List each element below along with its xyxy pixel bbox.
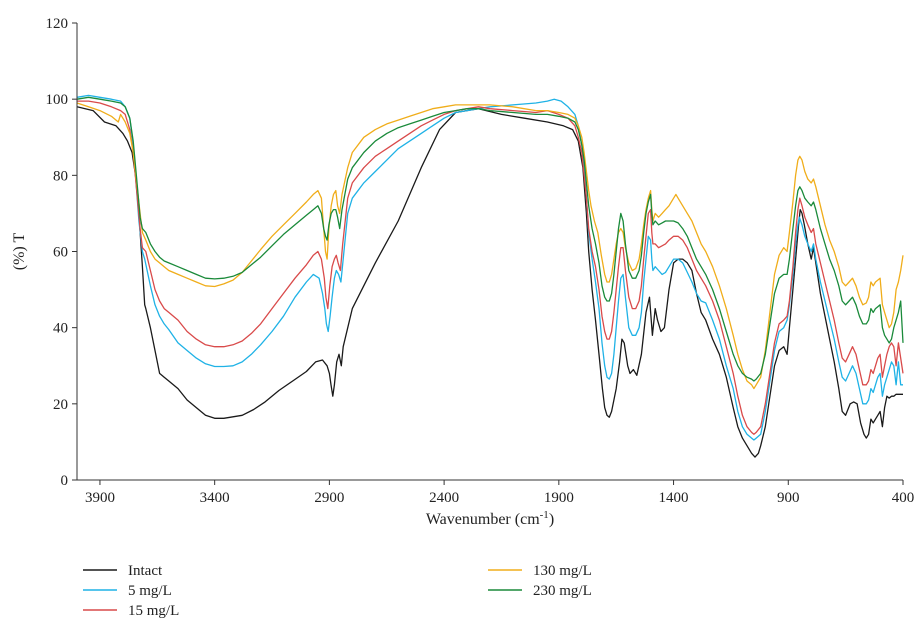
y-tick-label: 20: [53, 397, 68, 413]
x-tick-label: 1900: [544, 490, 574, 506]
x-tick-label: 2400: [429, 490, 459, 506]
x-tick-label: 2900: [314, 490, 344, 506]
y-axis-label: (%) T: [11, 233, 28, 271]
y-tick-label: 60: [53, 245, 68, 261]
y-tick-label: 120: [46, 16, 69, 32]
legend-label: 5 mg/L: [128, 583, 172, 599]
x-tick-label: 400: [892, 490, 915, 506]
series-line-3: [76, 102, 904, 390]
y-tick-label: 80: [53, 168, 68, 184]
legend-label: 130 mg/L: [533, 563, 592, 579]
y-tick-label: 0: [61, 473, 69, 489]
y-axis-ticks: 0 20 40 60 80 100 120: [46, 16, 77, 489]
legend-label: 230 mg/L: [533, 583, 592, 599]
series-lines: [76, 94, 904, 458]
series-line-4: [76, 96, 904, 382]
legend-label: 15 mg/L: [128, 603, 179, 619]
x-tick-label: 900: [777, 490, 800, 506]
series-line-1: [76, 94, 903, 441]
series-line-2: [77, 100, 904, 435]
x-tick-label: 3400: [200, 490, 230, 506]
x-tick-label: 3900: [85, 490, 115, 506]
legend: Intact 5 mg/L 15 mg/L 130 mg/L 230 mg/L: [83, 563, 592, 619]
y-tick-label: 100: [46, 92, 69, 108]
series-line-0: [76, 106, 903, 458]
y-tick-label: 40: [53, 321, 68, 337]
x-tick-label: 1400: [659, 490, 689, 506]
plot-area: 0 20 40 60 80 100 120 3900 3400 2900 2400 1900 1400…: [46, 16, 915, 506]
x-axis-ticks: 3900 3400 2900 2400 1900 1400 900 400: [85, 480, 914, 506]
legend-label: Intact: [128, 563, 163, 579]
x-axis-label: Wavenumber (cm-1): [426, 509, 554, 528]
